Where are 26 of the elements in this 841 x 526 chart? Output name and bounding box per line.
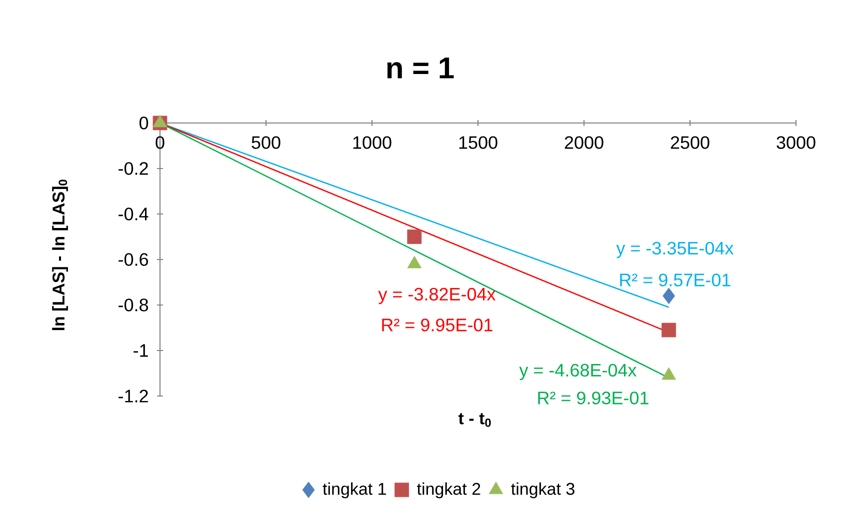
y-tick-label: -0.4	[118, 208, 148, 220]
annotation: R² = 9.57E-01	[620, 274, 730, 286]
annotation: R² = 9.95E-01	[382, 318, 492, 332]
annotation: R² = 9.93E-01	[538, 392, 648, 404]
y-tick-label: -1	[134, 344, 148, 357]
legend-label: tingkat 1	[322, 482, 386, 498]
annotation: y = -3.35E-04x	[616, 242, 734, 258]
x-axis-title: t - t$_{0}$	[458, 413, 491, 427]
x-tick-label: 1500	[459, 136, 498, 149]
legend-label: tingkat 2	[417, 482, 480, 498]
x-tick-label: 3000	[776, 136, 816, 149]
y-axis-title: ln [LAS] - ln [LAS]$_{0}$	[52, 180, 68, 330]
y-tick-label: 0	[139, 116, 148, 130]
y-tick-label: -0.6	[118, 253, 148, 266]
y-tick-label: -0.8	[118, 298, 148, 312]
x-tick-label: 2500	[670, 136, 710, 149]
y-tick-label: -1.2	[118, 390, 148, 402]
legend-label: tingkat 3	[511, 482, 574, 498]
annotation: y = -4.68E-04x	[519, 364, 637, 380]
chart-title: n = 1	[387, 58, 454, 78]
x-tick-label: 500	[252, 136, 280, 149]
x-tick-label: 0	[156, 136, 164, 149]
annotation: y = -3.82E-04x	[378, 288, 496, 304]
x-tick-label: 1000	[353, 136, 392, 149]
x-tick-label: 2000	[564, 136, 604, 149]
y-tick-label: -0.2	[118, 162, 148, 175]
